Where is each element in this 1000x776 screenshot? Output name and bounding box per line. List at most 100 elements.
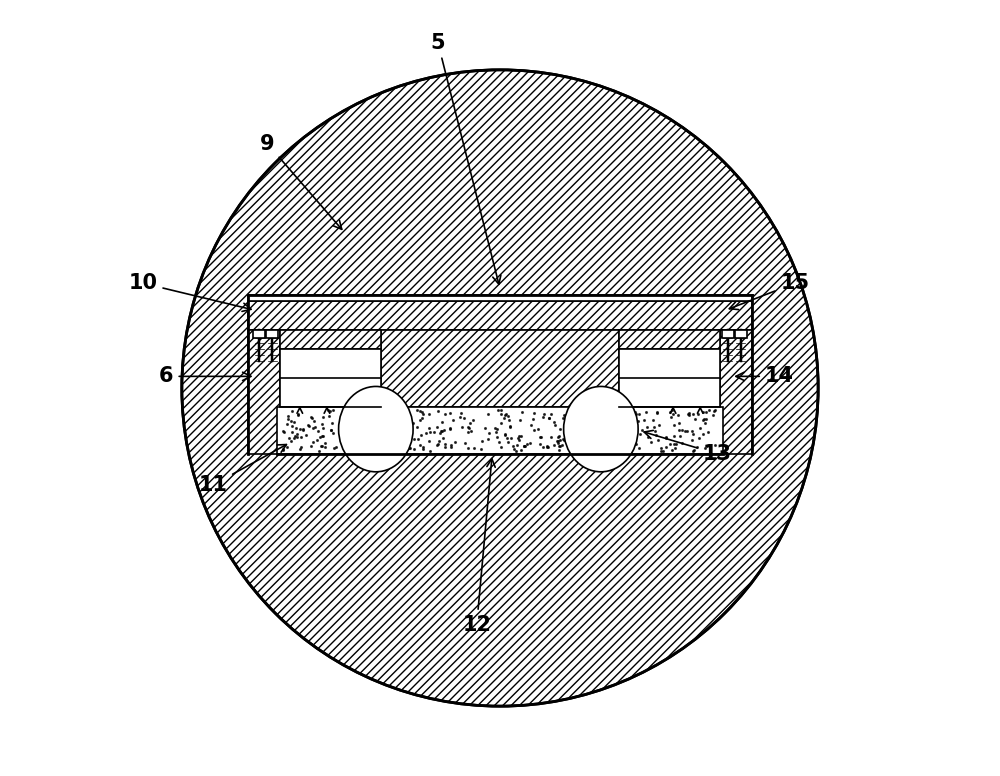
Point: [474, 435, 490, 448]
Point: [463, 424, 479, 437]
Point: [378, 410, 394, 422]
Point: [275, 444, 291, 456]
Point: [623, 441, 639, 453]
Point: [663, 411, 679, 424]
Point: [555, 432, 571, 445]
Point: [443, 439, 459, 452]
Point: [301, 420, 317, 432]
Point: [550, 435, 566, 447]
Point: [381, 438, 397, 451]
Point: [509, 439, 525, 452]
Point: [653, 445, 669, 457]
Point: [692, 421, 708, 434]
Point: [594, 424, 610, 437]
Point: [649, 407, 665, 419]
Point: [358, 441, 374, 453]
Point: [581, 405, 597, 417]
Point: [317, 441, 333, 453]
Point: [341, 432, 357, 445]
Point: [379, 439, 395, 452]
Point: [552, 423, 568, 435]
Point: [646, 421, 662, 433]
Point: [700, 426, 716, 438]
Point: [312, 431, 328, 443]
Point: [591, 417, 607, 430]
Point: [630, 415, 646, 428]
Point: [585, 409, 601, 421]
Point: [634, 424, 650, 437]
Point: [280, 413, 296, 425]
Point: [406, 433, 422, 445]
Point: [551, 444, 567, 456]
Point: [572, 429, 588, 442]
Point: [429, 421, 445, 433]
Point: [325, 426, 341, 438]
Point: [613, 422, 629, 435]
Point: [491, 436, 507, 449]
Point: [526, 424, 542, 436]
Point: [570, 424, 586, 436]
Point: [595, 438, 611, 450]
Point: [457, 437, 473, 449]
Point: [496, 411, 512, 424]
Point: [290, 407, 306, 420]
Point: [612, 445, 628, 457]
Point: [543, 431, 559, 443]
Point: [568, 440, 584, 452]
Point: [341, 408, 357, 421]
Circle shape: [182, 70, 818, 706]
Text: 15: 15: [729, 273, 809, 310]
Point: [664, 444, 680, 456]
Point: [303, 439, 319, 452]
Point: [396, 421, 412, 433]
Point: [593, 444, 609, 456]
Point: [343, 438, 359, 450]
Point: [305, 422, 321, 435]
Point: [632, 428, 648, 441]
Point: [555, 412, 571, 424]
Point: [500, 435, 516, 448]
Point: [593, 404, 609, 416]
Point: [674, 424, 690, 436]
Point: [552, 434, 568, 446]
Point: [701, 404, 717, 417]
Point: [513, 430, 529, 442]
Point: [377, 407, 393, 419]
Point: [354, 411, 370, 424]
Point: [280, 410, 296, 422]
Point: [396, 423, 412, 435]
Point: [550, 436, 566, 449]
Point: [677, 424, 693, 437]
Point: [622, 409, 638, 421]
Point: [540, 441, 556, 453]
Point: [380, 430, 396, 442]
Point: [415, 443, 431, 456]
Point: [493, 417, 509, 430]
Point: [334, 412, 350, 424]
Point: [360, 427, 376, 439]
Point: [311, 445, 327, 457]
Point: [563, 406, 579, 418]
Point: [535, 441, 551, 453]
Point: [705, 409, 721, 421]
Point: [685, 445, 701, 457]
Point: [707, 439, 723, 452]
Point: [666, 418, 682, 431]
Point: [522, 437, 538, 449]
Point: [289, 431, 305, 443]
Point: [639, 421, 655, 433]
Point: [372, 419, 388, 431]
Point: [640, 431, 656, 443]
Point: [622, 435, 638, 447]
Bar: [381, 330, 619, 407]
Point: [547, 419, 563, 431]
Point: [382, 438, 398, 451]
Point: [373, 406, 389, 418]
Point: [412, 439, 428, 452]
Point: [418, 426, 434, 438]
Bar: [277, 407, 723, 454]
Point: [323, 424, 339, 436]
Point: [604, 407, 620, 419]
Point: [460, 421, 476, 433]
Point: [326, 442, 342, 454]
